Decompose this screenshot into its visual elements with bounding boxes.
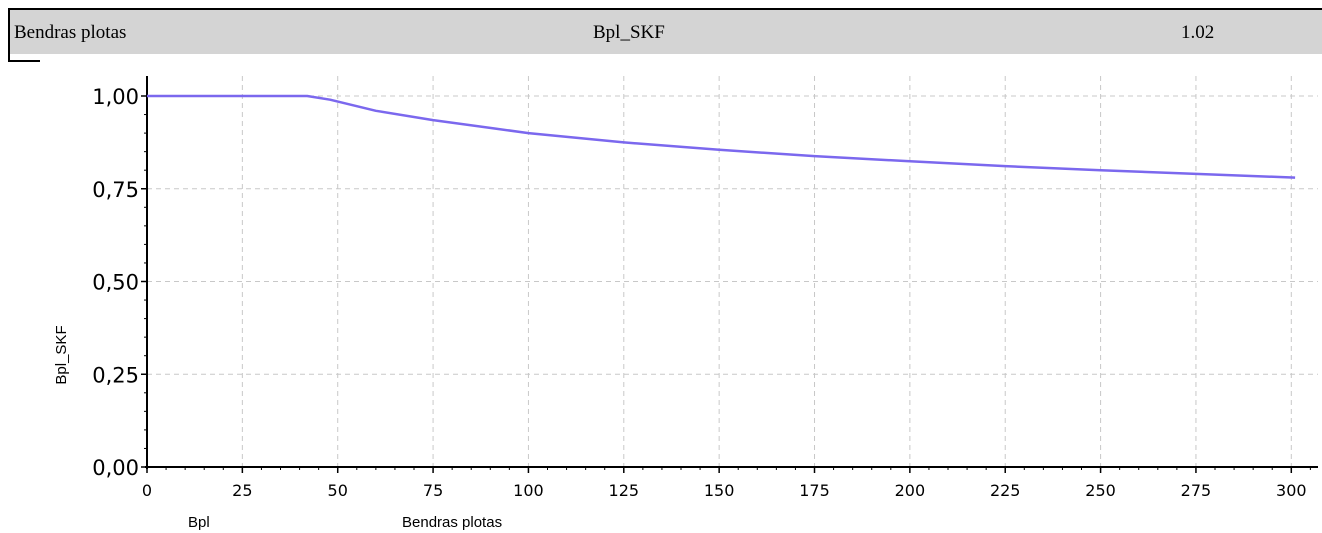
x-tick-label: 75 xyxy=(423,481,443,500)
header-code: Bpl_SKF xyxy=(593,22,665,43)
y-tick-label: 0,50 xyxy=(92,271,139,295)
x-axis-label: Bendras plotas xyxy=(402,514,502,531)
x-tick-label: 175 xyxy=(799,481,830,500)
x-tick-label: 150 xyxy=(704,481,735,500)
header-version: 1.02 xyxy=(1181,22,1215,43)
y-tick-label: 0,75 xyxy=(92,178,139,202)
x-tick-label: 300 xyxy=(1276,481,1307,500)
x-tick-label: 0 xyxy=(142,481,152,500)
x-tick-label: 25 xyxy=(232,481,252,500)
x-tick-label: 200 xyxy=(895,481,926,500)
x-tick-label: 250 xyxy=(1085,481,1116,500)
x-tick-label: 275 xyxy=(1181,481,1212,500)
y-axis-label: Bpl_SKF xyxy=(53,325,70,384)
series-line xyxy=(147,94,1296,179)
header-bar: Bendras plotas Bpl_SKF 1.02 xyxy=(8,8,1322,54)
y-tick-label: 0,00 xyxy=(92,456,139,480)
x-axis-label-code: Bpl xyxy=(188,514,210,531)
x-tick-label: 100 xyxy=(513,481,544,500)
x-tick-label: 125 xyxy=(609,481,640,500)
x-tick-label: 50 xyxy=(328,481,348,500)
y-tick-label: 1,00 xyxy=(92,85,139,109)
corner-mark xyxy=(8,54,40,62)
x-tick-label: 225 xyxy=(990,481,1021,500)
header-name: Bendras plotas xyxy=(14,22,127,43)
y-tick-label: 0,25 xyxy=(92,363,139,387)
